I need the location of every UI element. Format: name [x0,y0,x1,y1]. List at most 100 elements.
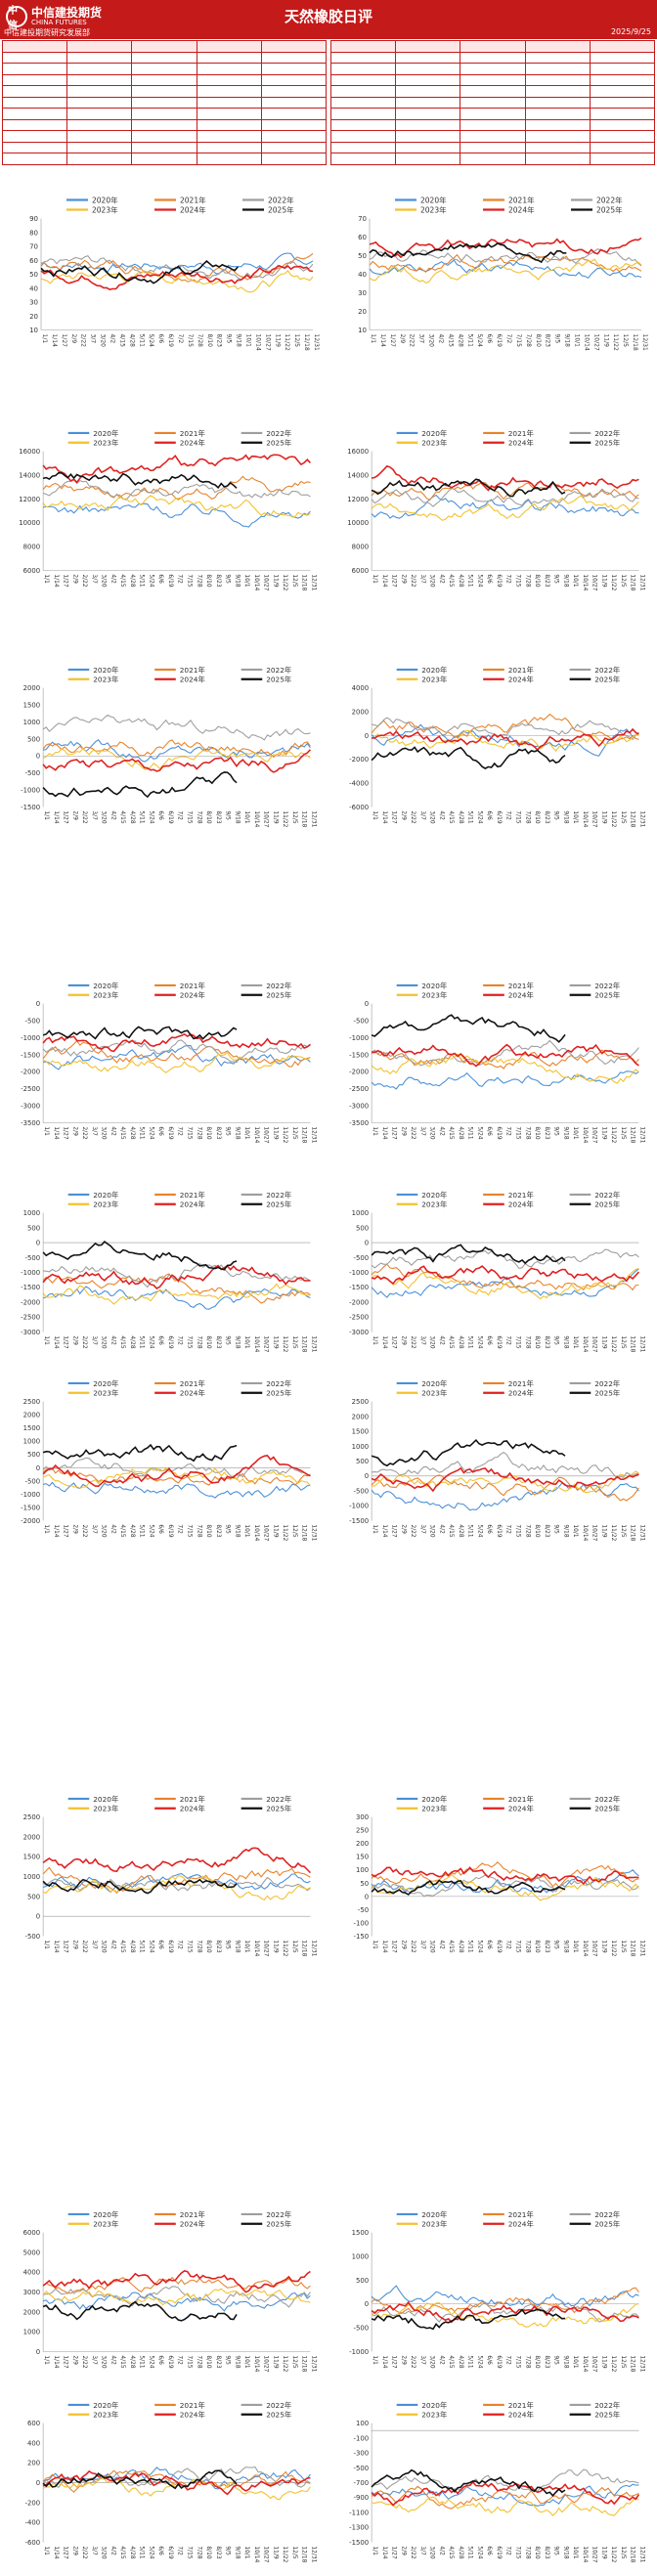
y-tick-label: -700 [354,2479,370,2487]
y-tick-label: -400 [25,2519,41,2527]
legend-label: 2021年 [180,1379,206,1388]
series-line [372,729,639,753]
y-tick-label: 12000 [347,496,369,503]
x-tick-label: 2/22 [410,1940,416,1952]
table-cell [66,141,133,153]
x-tick-label: 10/1 [572,810,578,823]
x-tick-label: 10/27 [591,1940,597,1956]
line-chart: 2020年 2021年 2022年 2023年 2024年 2025年 2500 2000 15… [349,1379,644,1542]
series-line [42,1286,311,1310]
y-tick-label: -4000 [349,780,369,788]
series-line [43,1045,311,1070]
y-tick-label: -2500 [21,1314,40,1322]
table-cell [131,153,197,165]
x-tick-label: 3/7 [419,2355,425,2365]
x-tick-label: 4/2 [110,1940,115,1949]
x-tick-label: 5/24 [148,334,154,348]
x-tick-label: 4/2 [110,1335,115,1345]
y-tick-label: 400 [27,2439,40,2447]
x-tick-label: 7/28 [196,2546,201,2558]
x-tick-label: 7/15 [515,334,522,348]
x-tick-label: 10/1 [572,574,578,587]
x-tick-label: 11/9 [600,1335,606,1348]
x-tick-label: 8/10 [535,334,542,348]
x-tick-label: 11/9 [272,2546,278,2558]
table-cell [395,153,461,165]
x-tick-label: 1/27 [389,334,396,348]
table-cell [589,63,656,75]
table-cell [196,73,262,86]
series-line [42,1283,311,1305]
table-cell [66,63,133,75]
x-tick-label: 3/7 [419,2546,425,2555]
x-tick-label: 1/1 [43,1126,49,1136]
x-tick-label: 12/31 [638,1126,644,1143]
x-tick-label: 8/23 [215,1126,221,1139]
table-cell [524,51,591,64]
series-line [371,1438,566,1467]
x-tick-label: 2/9 [400,810,406,820]
x-tick-label: 7/2 [505,1126,511,1136]
y-tick-label: 20 [29,313,38,321]
table-cell [66,108,133,120]
x-tick-label: 10/27 [263,574,269,590]
legend-label: 2022年 [594,2210,621,2219]
x-tick-label: 9/18 [562,574,568,587]
x-tick-label: 12/5 [291,2546,297,2558]
y-tick-label: 0 [36,1464,40,1472]
x-tick-label: 3/20 [101,2355,107,2368]
x-tick-label: 10/14 [253,1524,259,1541]
x-tick-label: 7/2 [177,574,183,584]
x-tick-label: 11/22 [610,2546,616,2562]
y-tick-label: -500 [354,1487,370,1495]
x-tick-label: 8/23 [215,810,221,823]
y-tick-label: -1500 [349,1284,369,1291]
x-tick-label: 11/9 [600,1940,606,1952]
table-cell [131,96,197,109]
x-tick-label: 11/22 [282,1126,287,1143]
x-tick-label: 4/28 [458,574,463,587]
table-cell [260,63,328,75]
x-tick-label: 4/28 [458,2546,463,2558]
legend-label: 2025年 [594,991,621,1000]
y-tick-label: 8000 [23,544,41,551]
x-tick-label: 2/22 [410,574,416,587]
line-chart: 2020年 2021年 2022年 2023年 2024年 2025年 300 250 200 1… [354,1795,645,1957]
legend-label: 2025年 [594,2220,621,2229]
series-line [42,1878,238,1895]
table-cell [589,153,656,165]
series-line [371,1267,639,1300]
series-line [371,1879,566,1896]
x-tick-label: 10/1 [243,1335,249,1348]
x-tick-label: 11/22 [282,810,287,827]
x-tick-label: 11/9 [600,2355,606,2368]
x-tick-label: 12/18 [301,810,307,827]
legend-label: 2023年 [92,205,118,215]
x-tick-label: 6/6 [486,1940,492,1949]
x-tick-label: 11/22 [282,2355,287,2372]
x-tick-label: 2/9 [71,574,77,584]
series-line [42,749,311,773]
x-tick-label: 4/2 [438,2355,444,2365]
legend-label: 2022年 [266,429,292,438]
x-tick-label: 7/2 [505,334,512,344]
x-tick-label: 2/9 [400,1126,406,1136]
x-tick-label: 5/24 [476,1126,482,1139]
x-tick-label: 9/18 [562,2546,568,2558]
table-cell [66,73,133,86]
legend-label: 2023年 [93,676,119,684]
table-row [1,51,328,64]
table-cell [329,118,397,131]
y-tick-label: 80 [29,229,38,237]
x-tick-label: 5/24 [148,2546,153,2558]
y-tick-label: -1500 [21,1284,40,1291]
x-tick-label: 5/11 [139,810,145,823]
x-tick-label: 3/7 [91,2355,97,2365]
line-chart: 2020年 2021年 2022年 2023年 2024年 2025年 1000 500 0 -5… [349,1191,644,1353]
x-tick-label: 11/22 [612,334,619,351]
y-tick-label: 16000 [19,448,40,456]
x-tick-label: 8/10 [205,1524,211,1537]
x-tick-label: 5/24 [476,2546,482,2558]
x-tick-label: 12/18 [632,334,638,351]
series-line [42,1443,238,1463]
